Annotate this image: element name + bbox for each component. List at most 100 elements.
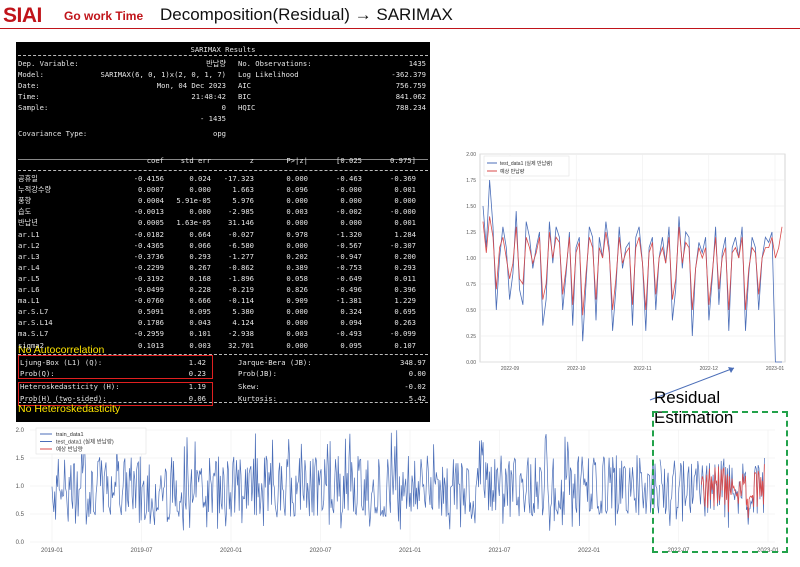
brand-tagline: Go work Time (64, 9, 144, 23)
coef-cell: -2.985 (228, 207, 254, 217)
x-tick-label: 2023-01 (766, 366, 785, 372)
coef-cell: -0.496 (336, 285, 362, 294)
summary-heading: SARIMAX Results (190, 45, 256, 54)
coef-cell: 0.826 (286, 285, 308, 294)
coef-cell: -6.580 (228, 240, 254, 250)
coef-cell: 0.1786 (138, 318, 164, 328)
coef-cell: 0.000 (286, 318, 308, 328)
y-tick-label: 1.75 (466, 178, 476, 184)
legend-label: test_data1 (실제 반납량) (500, 160, 553, 167)
coef-cell: 0.396 (394, 285, 416, 294)
coef-row-label: ma.S.L7 (18, 329, 49, 339)
coef-cell: 0.001 (394, 185, 416, 195)
coef-cell: -0.463 (336, 174, 362, 183)
coef-cell: -1.381 (336, 296, 362, 306)
coef-row-label: sigma2 (18, 340, 44, 350)
coef-row-label: ar.L4 (18, 262, 40, 272)
info-label: HQIC (238, 103, 256, 112)
separator (18, 354, 428, 355)
info-value: 756.759 (395, 81, 426, 90)
coef-cell: 0.024 (189, 174, 211, 183)
coef-cell: -0.567 (336, 240, 362, 250)
coef-cell: -0.947 (336, 251, 362, 261)
coef-cell: 1.229 (394, 296, 416, 306)
coef-cell: 0.228 (189, 285, 211, 294)
info-value: 21:48:42 (191, 92, 226, 101)
diagnostic-value: -0.02 (404, 382, 426, 392)
coef-cell: 5.91e-05 (176, 196, 211, 206)
coef-cell: 0.000 (340, 196, 362, 206)
coef-header: z (249, 156, 254, 165)
coef-cell: -0.307 (390, 240, 416, 250)
test-series-line (659, 457, 765, 528)
coef-cell: -2.938 (228, 329, 254, 339)
header-divider (0, 28, 800, 29)
coef-cell: 0.094 (340, 318, 362, 328)
heteroskedasticity-highlight (18, 382, 213, 406)
residual-arrow-line (649, 367, 735, 401)
coef-row-label: ar.S.L7 (18, 307, 49, 317)
info-value: SARIMAX(6, 0, 1)x(2, 0, 1, 7) (100, 70, 227, 79)
coef-cell: -0.000 (336, 185, 362, 195)
info-label: Sample: (18, 103, 49, 112)
coef-cell: 0.000 (286, 340, 308, 350)
autocorrelation-highlight (18, 355, 213, 379)
x-tick-label: 2020-07 (309, 548, 332, 554)
coef-cell: 1.663 (232, 185, 254, 195)
y-tick-label: 1.5 (16, 456, 25, 462)
coef-cell: -17.323 (223, 174, 254, 183)
coef-cell: 0.263 (394, 318, 416, 328)
x-tick-label: 2019-01 (41, 548, 64, 554)
x-tick-label: 2022-01 (578, 548, 601, 554)
residual-estimation-box (652, 411, 788, 553)
coef-cell: -1.320 (336, 229, 362, 239)
coef-cell: -0.027 (228, 229, 254, 239)
coef-cell: -0.114 (228, 296, 254, 306)
coef-cell: -0.2299 (133, 262, 164, 272)
y-tick-label: 2.0 (16, 428, 25, 434)
coef-header: P>|z| (286, 156, 308, 165)
series-line-0 (482, 179, 782, 363)
series-line-1 (482, 216, 783, 316)
diagnostic-value: 0.23 (188, 369, 206, 379)
coef-cell: -0.0182 (133, 229, 164, 239)
diagnostic-value: 1.19 (188, 382, 206, 392)
info-label: Time: (18, 92, 40, 101)
y-tick-label: 0.75 (466, 282, 476, 288)
coef-cell: 32.701 (228, 340, 254, 350)
coef-cell: -0.3192 (133, 273, 164, 283)
coef-cell: -0.0013 (133, 207, 164, 217)
legend-label: 예상 반납량 (56, 445, 83, 453)
coef-cell: -0.099 (390, 329, 416, 339)
info-label: Covariance Type: (18, 129, 88, 138)
x-tick-label: 2021-07 (488, 548, 511, 554)
coef-header: 0.975] (390, 156, 416, 165)
coef-row-label: 습도 (18, 207, 32, 217)
info-label: Date: (18, 81, 40, 90)
coef-row-label: 풍향 (18, 196, 32, 206)
diagnostic-label: Ljung-Box (L1) (Q): (20, 358, 103, 367)
coef-cell: 0.1013 (138, 340, 164, 350)
coef-cell: 0.000 (286, 307, 308, 317)
coef-cell: 0.664 (189, 229, 211, 239)
legend-label: train_data1 (56, 432, 84, 438)
diagnostic-label: Skew: (238, 382, 260, 392)
coef-cell: -0.649 (336, 273, 362, 283)
coef-cell: -0.493 (336, 329, 362, 339)
diagnostic-label: Jarque-Bera (JB): (238, 358, 312, 367)
coef-cell: 0.200 (394, 251, 416, 261)
legend-label: 예상 반납량 (500, 168, 525, 175)
coef-row-label: 공휴일 (18, 174, 38, 183)
x-tick-label: 2022-11 (634, 366, 652, 372)
coef-row-label: ar.L5 (18, 273, 40, 283)
coef-cell: 0.000 (340, 218, 362, 228)
coef-cell: 0.095 (340, 340, 362, 350)
coef-cell: 0.101 (189, 329, 211, 339)
info-label: Log Likelihood (238, 70, 299, 79)
y-tick-label: 1.25 (466, 230, 476, 236)
separator (18, 55, 428, 56)
coef-cell: -0.000 (390, 207, 416, 217)
coef-cell: -0.0760 (133, 296, 164, 306)
coef-cell: -0.4365 (133, 240, 164, 250)
sarimax-summary-console: SARIMAX Results No Autocorrelation No He… (16, 42, 430, 422)
